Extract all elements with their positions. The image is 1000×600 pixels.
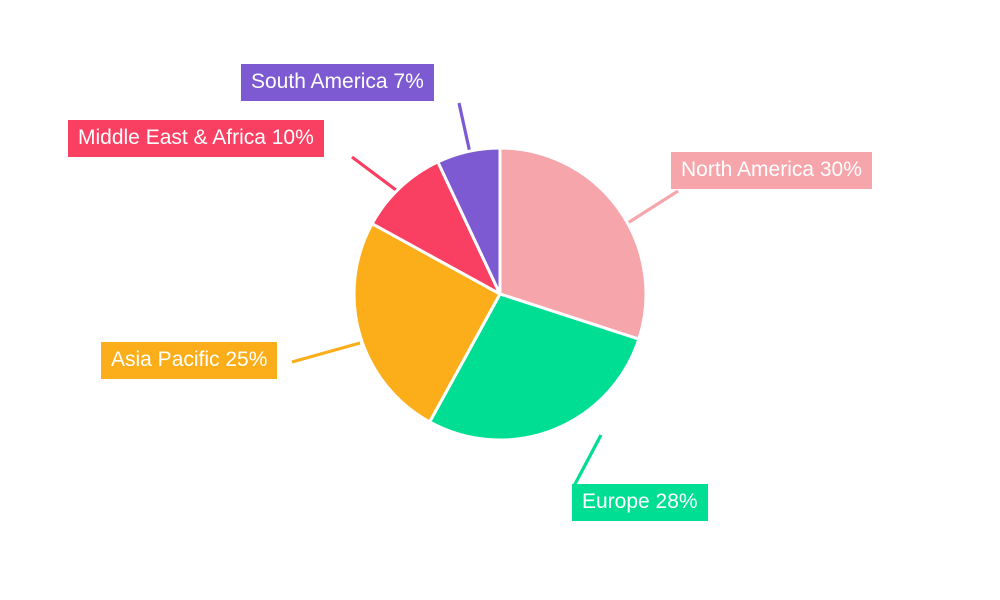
- leader-line-group: [291, 102, 679, 487]
- leader-line-asia-pacific: [291, 341, 361, 364]
- leader-line-north-america: [622, 189, 679, 228]
- pie-slice-europe[interactable]: [428, 292, 641, 442]
- pie-slice-north-america[interactable]: [498, 146, 648, 341]
- pie-label-asia-pacific[interactable]: Asia Pacific 25%: [101, 342, 278, 379]
- pie-label-middle-east-africa[interactable]: Middle East & Africa 10%: [68, 120, 324, 157]
- pie-slice-asia-pacific[interactable]: [352, 222, 502, 424]
- leader-line-south-america: [457, 102, 472, 154]
- pie-label-europe[interactable]: Europe 28%: [572, 484, 708, 521]
- leader-line-europe: [572, 434, 603, 487]
- pie-label-north-america[interactable]: North America 30%: [671, 152, 872, 189]
- pie-label-south-america[interactable]: South America 7%: [241, 64, 434, 101]
- pie-slice-south-america[interactable]: [436, 146, 502, 296]
- pie-slice-group: [352, 146, 648, 442]
- pie-slice-middle-east-africa[interactable]: [370, 160, 502, 296]
- leader-line-middle-east-africa: [351, 155, 405, 198]
